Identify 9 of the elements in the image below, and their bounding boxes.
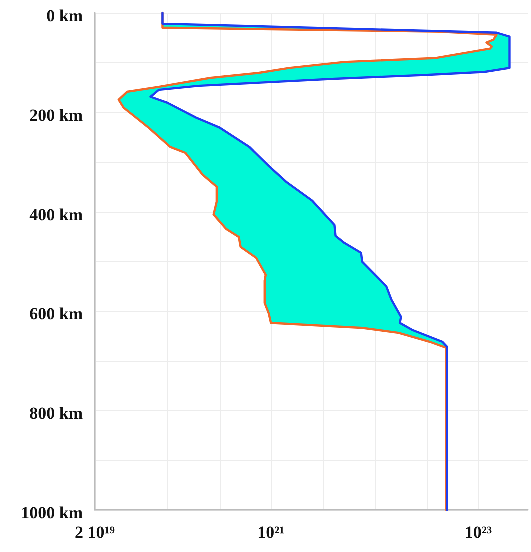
y-tick-label: 800 km bbox=[30, 404, 83, 424]
x-tick-label: 10²³ bbox=[464, 523, 492, 542]
y-tick-label: 200 km bbox=[30, 106, 83, 125]
y-tick-label: 1000 km bbox=[21, 504, 83, 522]
y-tick-label: 600 km bbox=[30, 304, 83, 324]
y-tick-label: 400 km bbox=[30, 205, 83, 224]
x-tick-label: 10²¹ bbox=[258, 523, 285, 542]
y-tick-label: 0 km bbox=[46, 6, 83, 26]
x-tick-label: 2 10¹⁹ bbox=[75, 523, 115, 542]
